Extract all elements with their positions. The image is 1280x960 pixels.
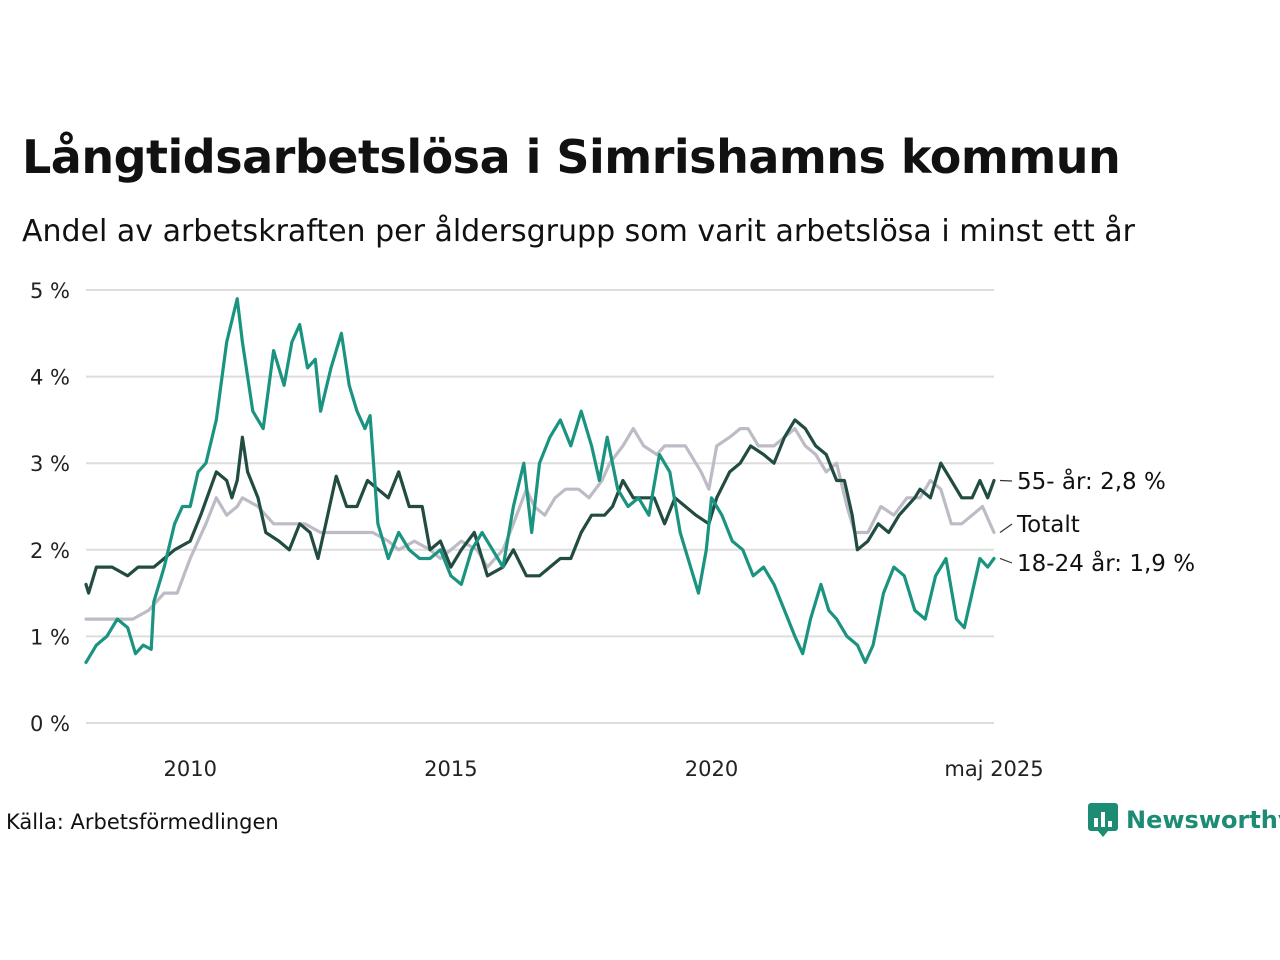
y-tick-label: 2 % bbox=[30, 539, 70, 563]
series-labels: Totalt 55- år: 2,8 % 18-24 år: 1,9 % bbox=[999, 467, 1195, 577]
label-leader-line bbox=[999, 557, 1013, 564]
x-tick-label: maj 2025 bbox=[944, 757, 1043, 781]
x-tick-label: 2020 bbox=[685, 757, 738, 781]
label-leader-line bbox=[999, 523, 1013, 533]
series-line-age_18_24 bbox=[84, 297, 996, 664]
series-line-total bbox=[84, 427, 996, 621]
x-axis-ticks: 2010 2015 2020 maj 2025 bbox=[164, 757, 1044, 781]
y-tick-label: 1 % bbox=[30, 625, 70, 649]
grid-layer bbox=[86, 289, 994, 724]
y-axis-ticks: 0 % 1 % 2 % 3 % 4 % 5 % bbox=[30, 279, 70, 736]
chart-title: Långtidsarbetslösa i Simrishamns kommun bbox=[22, 130, 1121, 184]
series-line-age_55 bbox=[84, 418, 996, 595]
y-tick-label: 0 % bbox=[30, 712, 70, 736]
y-tick-label: 4 % bbox=[30, 366, 70, 390]
chart-subtitle: Andel av arbetskraften per åldersgrupp s… bbox=[22, 214, 1135, 249]
series-label-total: Totalt bbox=[1016, 512, 1080, 538]
x-tick-label: 2015 bbox=[424, 757, 477, 781]
y-tick-label: 5 % bbox=[30, 279, 70, 303]
x-tick-label: 2010 bbox=[164, 757, 217, 781]
newsworthy-chart-bubble-icon bbox=[1088, 803, 1118, 837]
newsworthy-logo: Newsworthy bbox=[1088, 803, 1280, 837]
series-layer bbox=[84, 297, 996, 664]
series-label-age_55: 55- år: 2,8 % bbox=[1017, 467, 1166, 495]
series-label-age_18_24: 18-24 år: 1,9 % bbox=[1017, 549, 1195, 577]
y-tick-label: 3 % bbox=[30, 452, 70, 476]
brand-name: Newsworthy bbox=[1126, 806, 1280, 834]
source-note: Källa: Arbetsförmedlingen bbox=[6, 810, 279, 834]
